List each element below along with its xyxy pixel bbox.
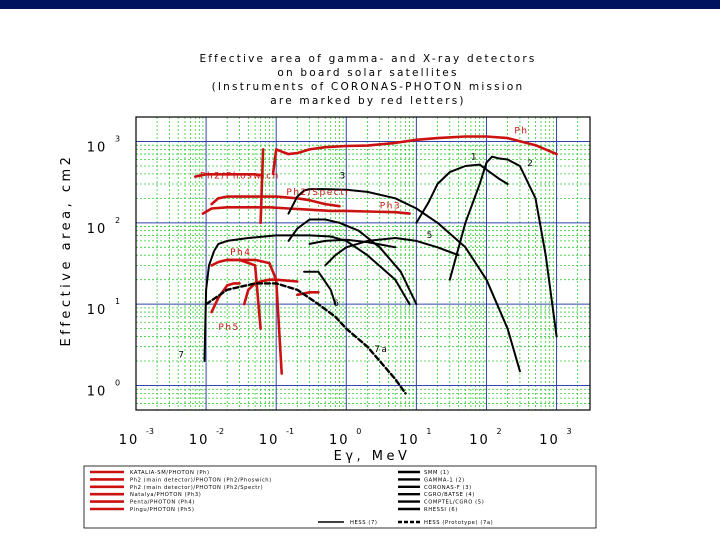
- plot-frame: [136, 117, 590, 410]
- legend-entry: CORONAS-F (3): [424, 485, 472, 491]
- legend-entry: Natalya/PHOTON (Ph3): [130, 492, 201, 498]
- y-tick-exponent: 0: [115, 379, 120, 388]
- curve-label: 2: [527, 159, 534, 169]
- x-tick-base: 10: [539, 433, 560, 448]
- x-tick-label: 10 2: [469, 427, 501, 448]
- x-tick-label: 10 -1: [259, 427, 294, 448]
- y-axis-label: Effective area, cm2: [59, 154, 74, 347]
- curve-label: Ph4: [230, 248, 251, 258]
- x-tick-label: 10 3: [539, 427, 571, 448]
- x-tick-exponent: -2: [216, 427, 224, 436]
- title-line: on board solar satellites: [277, 67, 458, 79]
- y-tick-label: 10 2: [87, 216, 120, 237]
- y-tick-exponent: 1: [115, 297, 120, 306]
- x-tick-exponent: 0: [356, 427, 361, 436]
- x-tick-base: 10: [119, 433, 140, 448]
- series-line-16: [287, 218, 418, 306]
- x-tick-base: 10: [399, 433, 420, 448]
- axis-ticks: 10 -3 10 -2 10 -1 10 0 10 1 10 2 10 3 10 0 10 1 10 2 10 3: [87, 134, 572, 448]
- y-tick-base: 10: [87, 385, 108, 400]
- x-tick-label: 10 0: [329, 427, 361, 448]
- series-line-11: [203, 234, 411, 362]
- x-tick-exponent: -1: [286, 427, 294, 436]
- legend-entry: HESS (Prototype) (7a): [424, 520, 493, 526]
- x-tick-label: 10 -3: [119, 427, 154, 448]
- x-tick-base: 10: [469, 433, 490, 448]
- x-tick-exponent: 3: [567, 427, 572, 436]
- y-tick-base: 10: [87, 303, 108, 318]
- series-line-3: [259, 148, 265, 225]
- series-lines: [193, 135, 558, 395]
- x-tick-label: 10 -2: [189, 427, 224, 448]
- series-line-15: [324, 237, 460, 267]
- series-line-18: [308, 238, 397, 249]
- x-tick-exponent: 2: [496, 427, 501, 436]
- series-line-4: [210, 195, 341, 208]
- series-line-14: [448, 155, 558, 338]
- y-tick-exponent: 3: [115, 134, 120, 143]
- x-tick-base: 10: [329, 433, 350, 448]
- curve-label: 3: [339, 172, 346, 182]
- x-tick-label: 10 1: [399, 427, 431, 448]
- curve-label: Ph2/Spectr: [286, 188, 350, 198]
- series-line-12: [287, 188, 521, 373]
- x-tick-exponent: 1: [426, 427, 431, 436]
- series-line-10: [210, 282, 241, 314]
- title-line: Effective area of gamma- and X-ray detec…: [199, 53, 536, 65]
- plot-border: [135, 116, 591, 411]
- legend-entry: HESS (7): [350, 520, 378, 526]
- legend-entry: Pingu/PHOTON (Ph5): [130, 507, 195, 513]
- series-line-8: [296, 291, 320, 297]
- curve-label: 7a: [374, 345, 388, 355]
- y-tick-base: 10: [87, 140, 108, 155]
- major-gridlines: [136, 117, 590, 410]
- legend-entry: KATALIA-SM/PHOTON (Ph): [130, 470, 210, 476]
- legend-entry: COMPTEL/CGRO (5): [424, 500, 484, 506]
- legend-entry: Ph2 (main detector)/PHOTON (Ph2/Phoswich…: [130, 477, 272, 483]
- x-tick-exponent: -3: [146, 427, 154, 436]
- x-tick-base: 10: [259, 433, 280, 448]
- y-tick-label: 10 3: [87, 134, 120, 155]
- series-line-2: [193, 173, 262, 178]
- series-line-1: [271, 135, 558, 176]
- legend-box: [83, 465, 597, 529]
- curve-label: Ph2/Phoswich: [200, 172, 280, 182]
- legend-entry: CGRO/BATSE (4): [424, 492, 475, 498]
- legend-entry: Penta/PHOTON (Ph4): [130, 500, 195, 506]
- curve-label: Ph: [514, 127, 528, 137]
- legend-entry: Ph2 (main detector)/PHOTON (Ph2/Spectr): [130, 485, 263, 491]
- y-tick-label: 10 0: [87, 379, 120, 400]
- curve-label: Ph5: [218, 323, 239, 333]
- curve-label: 6: [333, 299, 340, 309]
- curve-label: 5: [427, 231, 434, 241]
- x-tick-base: 10: [189, 433, 210, 448]
- curve-label: Ph3: [380, 202, 401, 212]
- x-axis-label: Eγ, MeV: [334, 449, 411, 464]
- series-line-5: [201, 206, 411, 215]
- legend-entry: GAMMA-1 (2): [424, 477, 465, 483]
- series-line-13: [415, 163, 509, 224]
- legend-entry: RHESSI (6): [424, 507, 458, 513]
- y-tick-exponent: 2: [115, 216, 120, 225]
- legend-entry: SMM (1): [424, 470, 449, 476]
- chart-title: Effective area of gamma- and X-ray detec…: [199, 53, 536, 107]
- series-line-9: [225, 258, 283, 375]
- curve-label: 7: [178, 351, 185, 361]
- series-line-19: [204, 282, 407, 395]
- series-line-17: [303, 270, 337, 306]
- y-tick-base: 10: [87, 222, 108, 237]
- y-tick-label: 10 1: [87, 297, 120, 318]
- curve-labels: Ph 1 2 3 Ph2/Phoswich Ph2/Spectr Ph3 5 Ph4 6 Ph5 7 7…: [178, 127, 534, 361]
- legend: KATALIA-SM/PHOTON (Ph)Ph2 (main detector…: [83, 465, 597, 529]
- curve-label: 1: [471, 153, 478, 163]
- title-line: are marked by red letters): [270, 95, 465, 107]
- slide-header-bar: [0, 0, 720, 9]
- title-line: (Instruments of CORONAS-PHOTON mission: [212, 81, 525, 93]
